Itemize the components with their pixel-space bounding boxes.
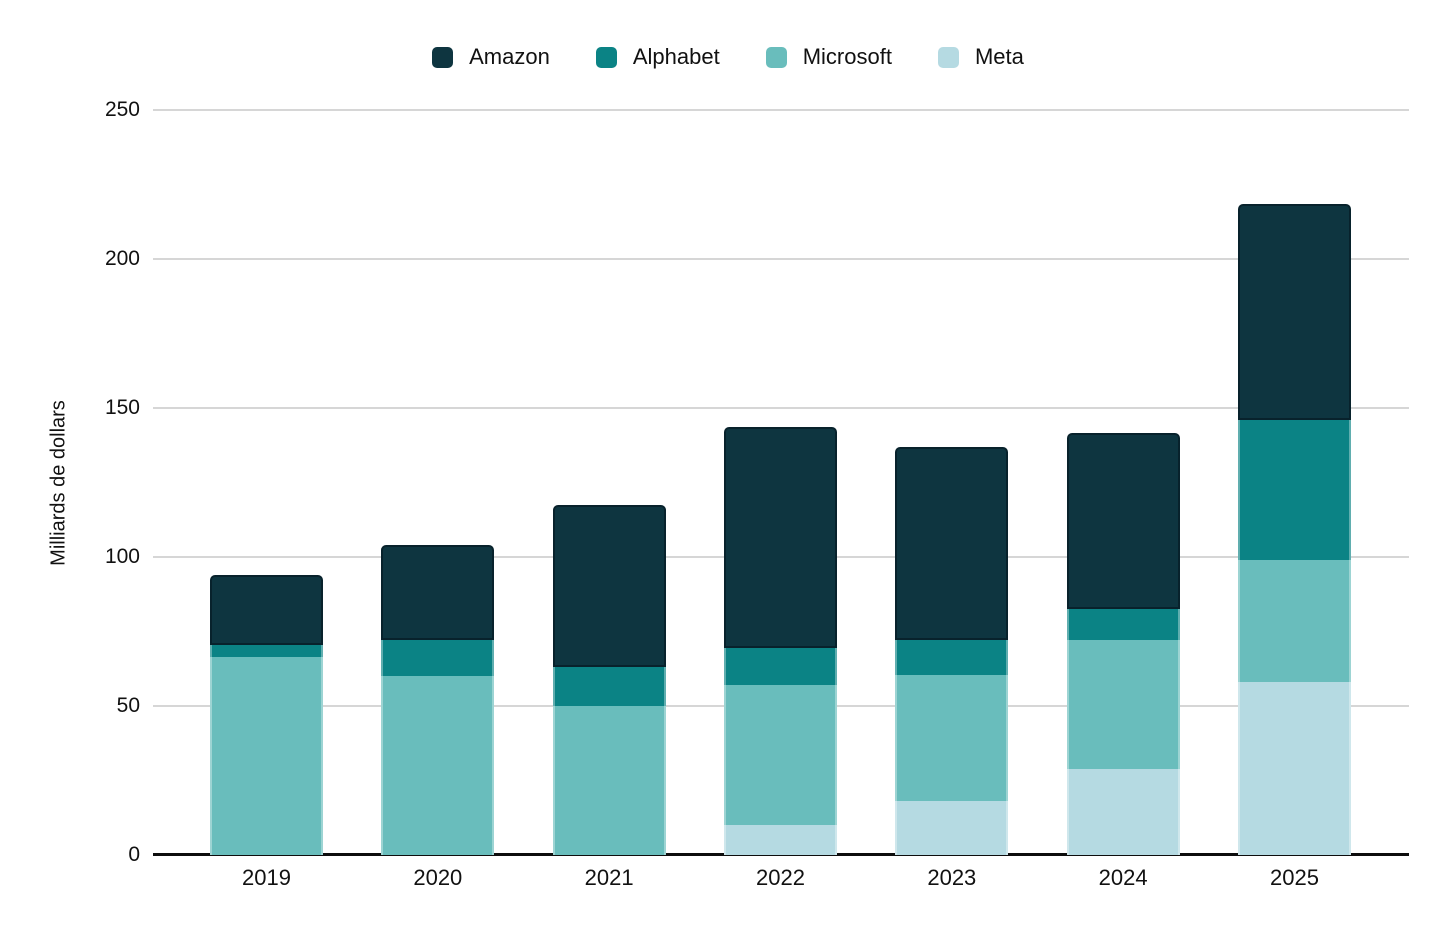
x-axis-label-2025: 2025 (1270, 865, 1319, 890)
legend-swatch-microsoft (765, 46, 787, 68)
bar-segment-2023-meta (895, 801, 1009, 855)
legend-swatch-amazon (432, 46, 454, 68)
bar-segment-2024-amazon (1066, 433, 1180, 610)
bar-segment-2022-meta (723, 825, 837, 855)
bar-segment-2020-amazon (381, 545, 495, 641)
bar-segment-2020-alphabet (381, 640, 495, 677)
y-tick-label-50: 50 (116, 694, 140, 718)
bar-segment-2019-microsoft (210, 656, 323, 855)
bar-segment-2022-microsoft (723, 685, 837, 826)
bar-segment-2022-amazon (723, 427, 837, 648)
legend-item-microsoft: Microsoft (765, 44, 892, 69)
legend-label-amazon: Amazon (469, 44, 550, 69)
y-tick-label-0: 0 (128, 843, 140, 867)
bar-segment-2025-alphabet (1237, 419, 1351, 560)
y-tick-label-100: 100 (104, 545, 140, 569)
x-axis-label-2021: 2021 (584, 865, 634, 890)
legend-item-alphabet: Alphabet (595, 44, 720, 69)
bar-segment-2019-alphabet (210, 644, 323, 657)
legend-item-amazon: Amazon (432, 46, 550, 68)
bar-segment-2020-microsoft (381, 676, 495, 855)
gridline-200 (153, 258, 1409, 260)
legend-swatch-meta (937, 46, 959, 68)
y-tick-label-150: 150 (104, 396, 140, 420)
legend-label-alphabet: Alphabet (632, 44, 720, 69)
legend-item-meta: Meta (937, 44, 1024, 69)
bar-segment-2022-alphabet (723, 647, 837, 686)
bar-segment-2023-amazon (895, 446, 1009, 641)
x-axis-label-2019: 2019 (242, 865, 291, 890)
bar-segment-2024-alphabet (1066, 609, 1180, 641)
legend: Amazon Alphabet Microsoft Meta (0, 43, 1456, 71)
y-tick-label-200: 200 (104, 247, 140, 271)
x-axis-label-2024: 2024 (1098, 865, 1148, 890)
bar-segment-2025-microsoft (1237, 559, 1351, 683)
y-tick-label-250: 250 (104, 98, 140, 122)
gridline-150 (153, 407, 1409, 409)
gridline-250 (153, 109, 1409, 111)
bar-segment-2021-microsoft (552, 706, 666, 855)
x-axis-label-2020: 2020 (413, 865, 463, 890)
bar-segment-2025-meta (1237, 682, 1351, 855)
legend-label-meta: Meta (974, 44, 1024, 69)
y-axis-title: Milliards de dollars (47, 400, 70, 566)
x-axis-label-2023: 2023 (927, 865, 977, 890)
bar-segment-2023-microsoft (895, 674, 1009, 802)
bar-segment-2021-amazon (552, 504, 666, 668)
bar-segment-2021-alphabet (552, 667, 666, 706)
bar-segment-2024-meta (1066, 768, 1180, 855)
bar-segment-2019-amazon (210, 574, 323, 645)
legend-label-microsoft: Microsoft (802, 44, 892, 69)
x-axis-label-2022: 2022 (756, 865, 805, 890)
bar-segment-2023-alphabet (895, 640, 1009, 675)
bar-segment-2024-microsoft (1066, 640, 1180, 769)
bar-segment-2025-amazon (1237, 203, 1351, 420)
legend-swatch-alphabet (595, 46, 617, 68)
